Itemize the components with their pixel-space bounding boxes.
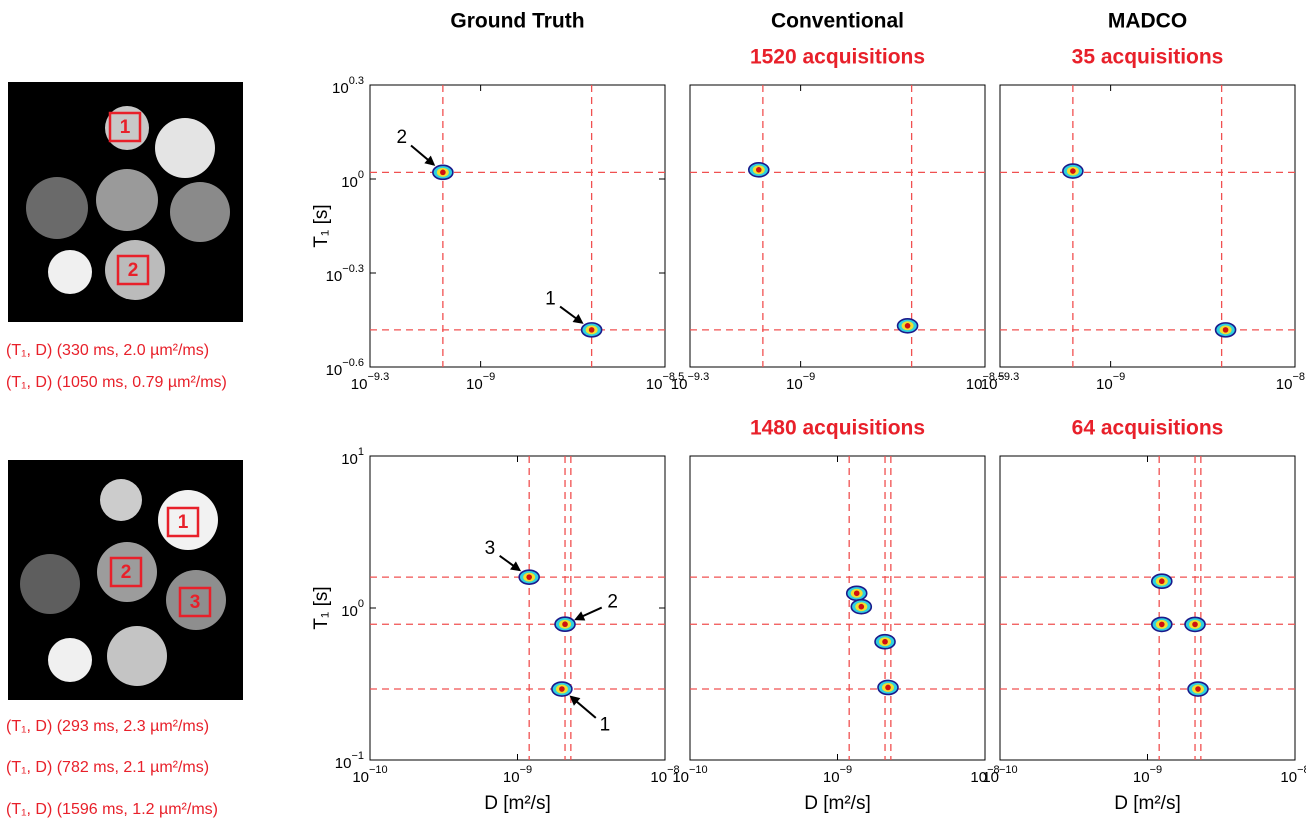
peak-center	[1195, 686, 1201, 692]
peak	[1152, 574, 1172, 588]
peak-center	[589, 327, 595, 333]
y-tick-label: 100	[341, 169, 364, 191]
x-tick-label: 10−9	[786, 371, 815, 393]
column-title: Conventional	[771, 10, 904, 33]
peak-center	[562, 621, 568, 627]
peak	[1216, 323, 1236, 337]
peak-center	[1070, 168, 1076, 174]
y-axis-label: T₁ [s]	[311, 204, 332, 247]
peak-center	[1159, 578, 1165, 584]
x-axis-label: D [m²/s]	[804, 793, 871, 814]
peak	[1152, 617, 1172, 631]
caption: (T₁, D) (1050 ms, 0.79 µm²/ms)	[6, 374, 227, 391]
subtitle: 1520 acquisitions	[750, 46, 925, 69]
peak	[749, 163, 769, 177]
x-tick-label: 10−9	[823, 764, 852, 786]
peak	[433, 165, 453, 179]
peak	[582, 323, 602, 337]
annotation: 1	[600, 715, 611, 736]
peak	[1063, 164, 1083, 178]
peak	[898, 319, 918, 333]
peak-center	[854, 590, 860, 596]
peak	[847, 586, 867, 600]
plot-frame	[1000, 85, 1295, 367]
x-tick-label: 10−8.5	[1276, 371, 1306, 393]
y-axis-label: T₁ [s]	[311, 586, 332, 629]
peak	[555, 617, 575, 631]
peak-center	[1223, 327, 1229, 333]
annotation: 2	[397, 127, 408, 148]
y-tick-label: 100.3	[332, 75, 364, 97]
plot-frame	[690, 456, 985, 760]
x-tick-label: 10−9.3	[351, 371, 389, 393]
caption: (T₁, D) (293 ms, 2.3 µm²/ms)	[6, 718, 209, 735]
x-tick-label: 10−8	[1280, 764, 1306, 786]
peak	[851, 600, 871, 614]
x-axis-label: D [m²/s]	[1114, 793, 1181, 814]
caption: (T₁, D) (1596 ms, 1.2 µm²/ms)	[6, 801, 218, 818]
peak-center	[905, 323, 911, 329]
roi-label: 2	[121, 562, 132, 583]
subtitle: 64 acquisitions	[1072, 417, 1224, 440]
peak-center	[526, 574, 532, 580]
caption: (T₁, D) (782 ms, 2.1 µm²/ms)	[6, 759, 209, 776]
x-tick-label: 10−9	[503, 764, 532, 786]
peak	[878, 680, 898, 694]
y-tick-label: 101	[341, 446, 364, 468]
peak	[1188, 682, 1208, 696]
subtitle: 1480 acquisitions	[750, 417, 925, 440]
roi-label: 2	[128, 260, 139, 281]
peak-center	[885, 685, 891, 691]
y-tick-label: 100	[341, 598, 364, 620]
x-tick-label: 10−9	[1096, 371, 1125, 393]
caption: (T₁, D) (330 ms, 2.0 µm²/ms)	[6, 342, 209, 359]
y-tick-label: 10−0.3	[326, 263, 364, 285]
peak-center	[1159, 622, 1165, 628]
roi-label: 3	[190, 592, 201, 613]
peak	[552, 682, 572, 696]
subtitle: 35 acquisitions	[1072, 46, 1224, 69]
plot-frame	[370, 456, 665, 760]
peak	[1185, 617, 1205, 631]
peak-center	[559, 686, 565, 692]
peak-center	[440, 170, 446, 176]
peak-center	[756, 167, 762, 173]
peak	[875, 635, 895, 649]
plot-frame	[370, 85, 665, 367]
peak-center	[882, 639, 888, 645]
column-title: MADCO	[1108, 10, 1187, 33]
peak	[519, 570, 539, 584]
annotation: 3	[485, 538, 496, 559]
annotation: 2	[607, 592, 618, 613]
roi-label: 1	[178, 512, 189, 533]
x-axis-label: D [m²/s]	[484, 793, 551, 814]
annotation: 1	[545, 289, 556, 310]
peak-center	[859, 604, 865, 610]
plot-frame	[1000, 456, 1295, 760]
column-title: Ground Truth	[450, 10, 584, 33]
roi-label: 1	[120, 117, 131, 138]
plot-frame	[690, 85, 985, 367]
x-tick-label: 10−10	[352, 764, 387, 786]
peak-center	[1192, 622, 1198, 628]
figure: 1 2 1 2 3 (T₁, D) (330 ms, 2.0 µm²/ms) (…	[0, 0, 1306, 833]
x-tick-label: 10−9	[1133, 764, 1162, 786]
x-tick-label: 10−9	[466, 371, 495, 393]
